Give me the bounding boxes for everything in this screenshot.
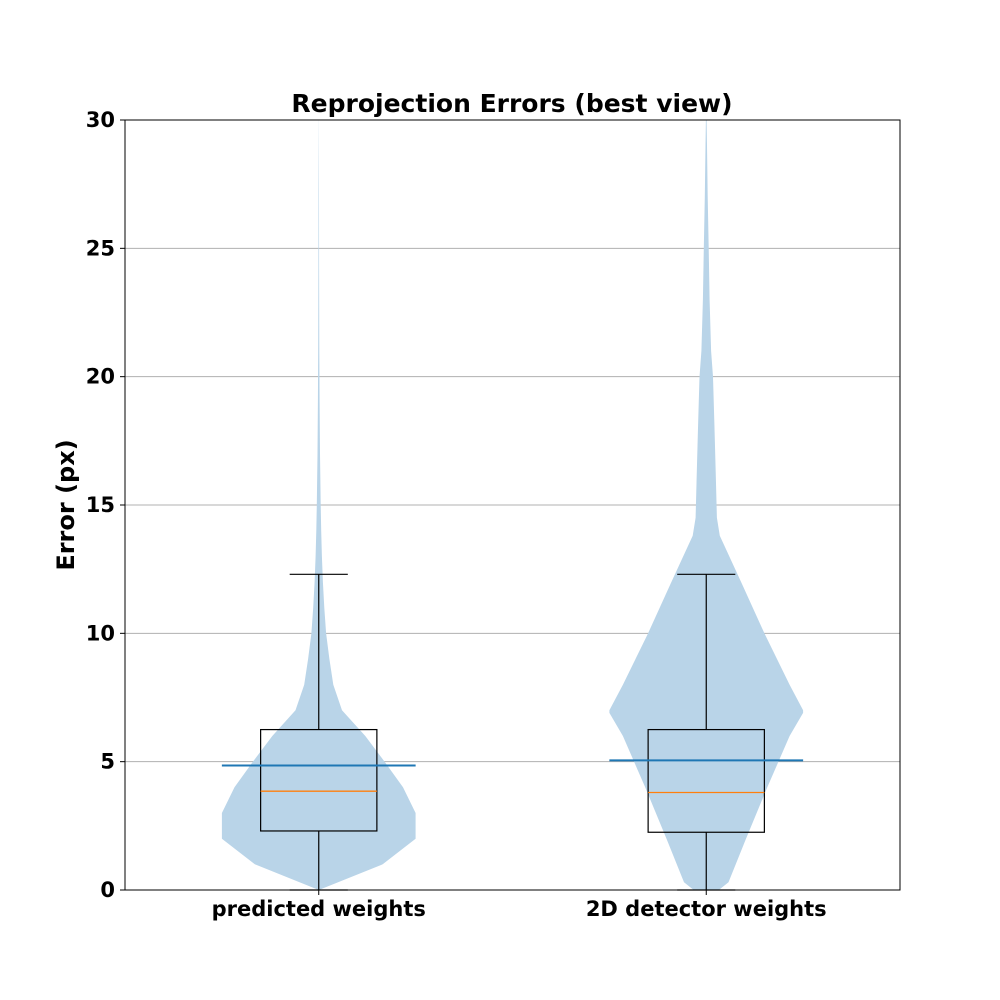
y-tick-label: 15 bbox=[86, 493, 115, 517]
violin-body bbox=[609, 120, 804, 890]
y-tick-label: 5 bbox=[100, 750, 115, 774]
y-tick-label: 20 bbox=[86, 365, 115, 389]
y-axis-label: Error (px) bbox=[52, 439, 80, 570]
violin-body bbox=[221, 120, 416, 890]
x-tick-label: 2D detector weights bbox=[586, 897, 827, 921]
x-axis-ticks: predicted weights 2D detector weights bbox=[212, 890, 827, 921]
y-axis-ticks: 0 5 10 15 20 25 30 bbox=[86, 108, 125, 902]
box-iqr bbox=[647, 728, 765, 833]
chart-title: Reprojection Errors (best view) bbox=[291, 89, 732, 118]
y-tick-label: 10 bbox=[86, 621, 115, 645]
box-iqr bbox=[260, 728, 378, 832]
mean-median-lines bbox=[221, 759, 804, 794]
y-tick-label: 25 bbox=[86, 236, 115, 260]
x-tick-label: predicted weights bbox=[212, 897, 426, 921]
y-tick-label: 0 bbox=[100, 878, 115, 902]
violins bbox=[221, 120, 804, 890]
y-tick-label: 30 bbox=[86, 108, 115, 132]
